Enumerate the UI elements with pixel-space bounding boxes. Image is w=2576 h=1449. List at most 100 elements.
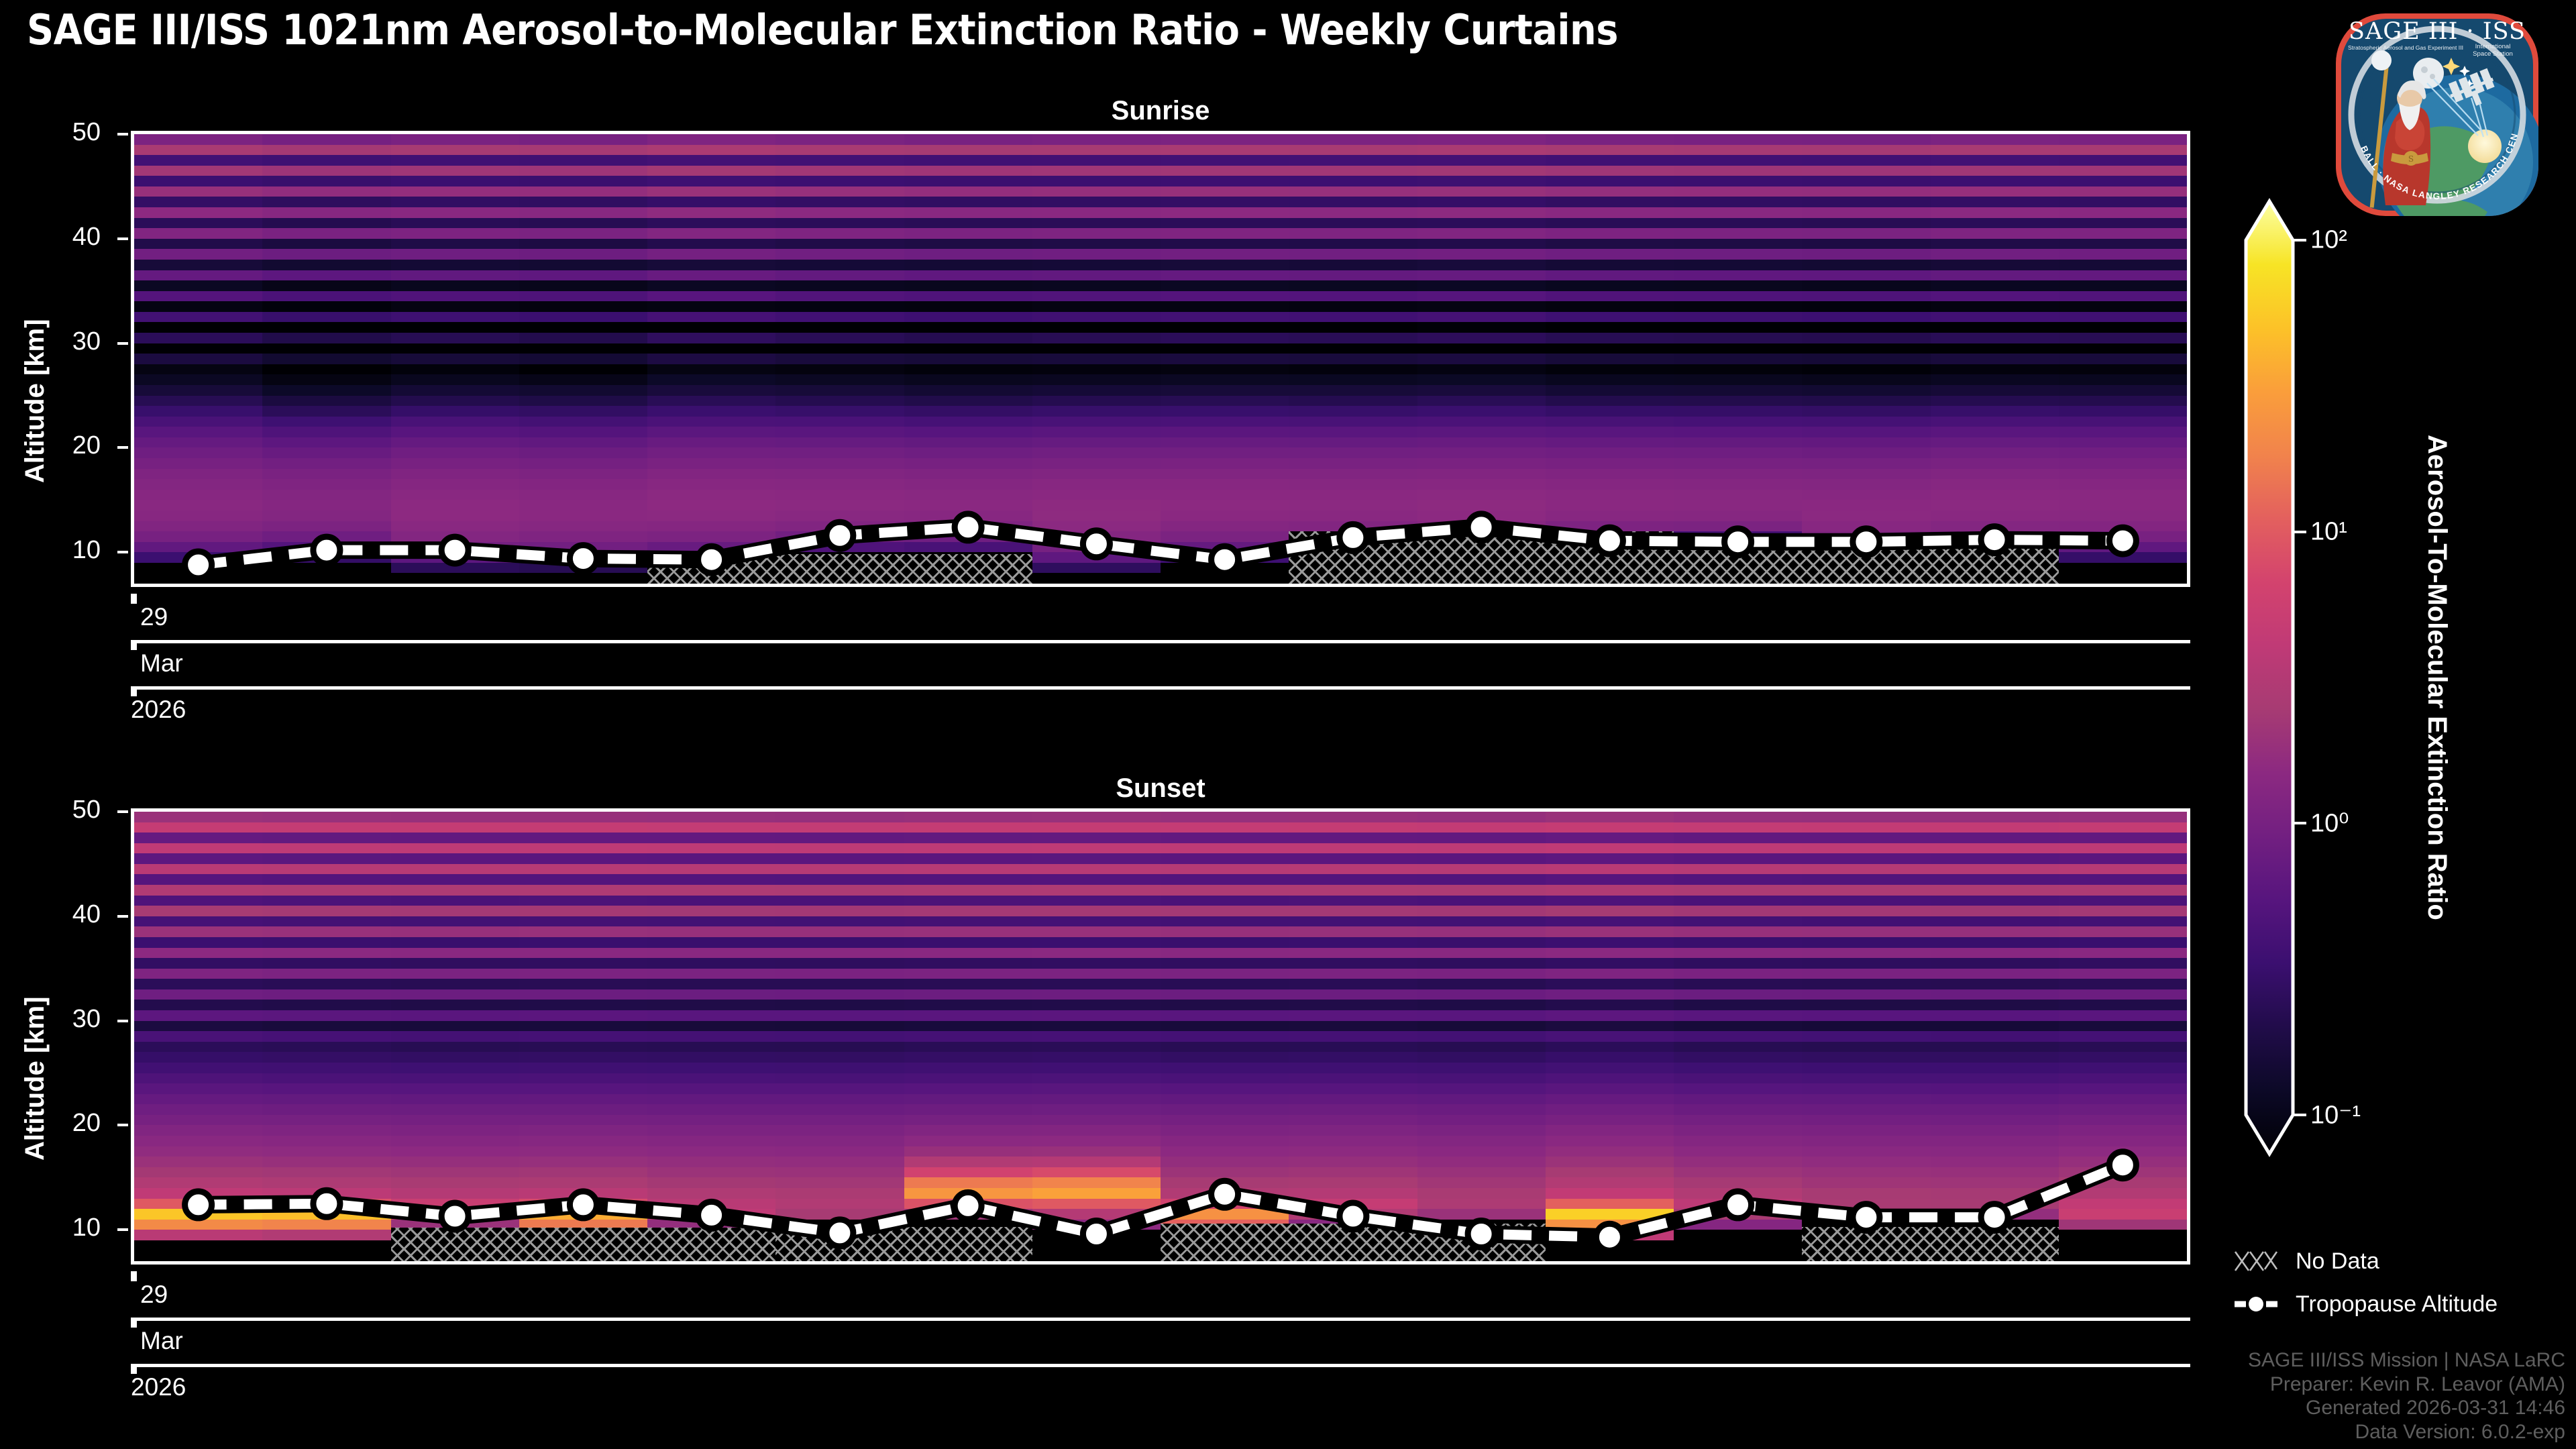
heatmap-cell	[647, 186, 776, 197]
heatmap-cell	[1674, 947, 1803, 959]
heatmap-cell	[775, 374, 904, 385]
heatmap-cell	[390, 521, 519, 532]
heatmap-cell	[1161, 916, 1289, 927]
heatmap-cell	[1032, 437, 1161, 448]
tropopause-marker	[1721, 1188, 1755, 1222]
heatmap-cell	[1161, 238, 1289, 250]
heatmap-cell	[1417, 144, 1546, 156]
heatmap-cell	[262, 1062, 391, 1073]
heatmap-cell	[1674, 406, 1803, 417]
heatmap-cell	[1545, 186, 1674, 197]
heatmap-cell	[519, 843, 647, 854]
tropopause-marker	[695, 543, 729, 576]
heatmap-cell	[775, 1167, 904, 1178]
heatmap-cell	[134, 395, 263, 407]
heatmap-cell	[390, 217, 519, 229]
tropopause-marker	[1079, 1218, 1113, 1250]
heatmap-cell	[775, 1136, 904, 1146]
heatmap-cell	[134, 1104, 263, 1115]
heatmap-cell	[1674, 134, 1803, 145]
heatmap-cell	[904, 1093, 1032, 1105]
heatmap-cell	[1545, 155, 1674, 166]
heatmap-cell	[1802, 259, 1931, 270]
heatmap-cell	[519, 812, 647, 822]
heatmap-cell	[1032, 280, 1161, 291]
heatmap-cell	[1417, 238, 1546, 250]
heatmap-cell	[1802, 822, 1931, 833]
heatmap-cell	[1930, 311, 2059, 323]
heatmap-cell	[775, 979, 904, 989]
heatmap-cell	[1032, 458, 1161, 469]
heatmap-cell	[1417, 197, 1546, 208]
heatmap-cell	[1674, 1010, 1803, 1021]
heatmap-cell	[1802, 270, 1931, 281]
y-axis-label-sunset: Altitude [km]	[20, 996, 50, 1161]
heatmap-cell	[1417, 500, 1546, 511]
heatmap-cell	[647, 947, 776, 959]
heatmap-cell	[134, 468, 263, 480]
heatmap-cell	[1802, 1157, 1931, 1167]
heatmap-cell	[390, 322, 519, 333]
heatmap-cell	[1802, 1020, 1931, 1032]
heatmap-cell	[1289, 270, 1417, 281]
heatmap-cell	[262, 979, 391, 989]
heatmap-cell	[1289, 1073, 1417, 1084]
heatmap-cell	[134, 947, 263, 959]
heatmap-cell	[1032, 1177, 1161, 1188]
heatmap-cell	[1289, 968, 1417, 979]
heatmap-cell	[1802, 812, 1931, 822]
heatmap-sunset[interactable]	[131, 808, 2190, 1265]
heatmap-cell	[647, 333, 776, 343]
colorbar-label-wrap: Aerosol-To-Molecular Extinction Ratio	[2422, 205, 2452, 1150]
heatmap-cell	[1545, 979, 1674, 989]
no-data-hatch-icon	[2234, 1248, 2278, 1275]
tropopause-line	[198, 1160, 2125, 1242]
heatmap-cell	[1417, 947, 1546, 959]
heatmap-cell	[1545, 364, 1674, 375]
tropopause-marker	[310, 1187, 343, 1220]
heatmap-cell	[2058, 489, 2187, 500]
heatmap-cell	[1802, 1010, 1931, 1021]
heatmap-cell	[519, 1114, 647, 1126]
heatmap-cell	[1032, 885, 1161, 896]
heatmap-cell	[2058, 853, 2187, 864]
heatmap-cell	[904, 301, 1032, 312]
heatmap-cell	[134, 1177, 263, 1188]
heatmap-cell	[1930, 155, 2059, 166]
heatmap-cell	[1161, 144, 1289, 156]
heatmap-cell	[134, 968, 263, 979]
heatmap-cell	[1930, 165, 2059, 176]
heatmap-cell	[390, 290, 519, 302]
heatmap-cell	[519, 1000, 647, 1011]
heatmap-cell	[2058, 322, 2187, 333]
heatmap-cell	[647, 437, 776, 448]
heatmap-cell	[1930, 144, 2059, 156]
heatmap-cell	[2058, 479, 2187, 490]
heatmap-cell	[390, 165, 519, 176]
heatmap-cell	[134, 238, 263, 250]
heatmap-cell	[134, 270, 263, 281]
heatmap-cell	[904, 968, 1032, 979]
colorbar-tick-label: 10⁰	[2310, 809, 2349, 838]
heatmap-cell	[904, 958, 1032, 969]
heatmap-cell	[1417, 489, 1546, 500]
heatmap-cell	[390, 1125, 519, 1136]
heatmap-cell	[647, 458, 776, 469]
heatmap-sunrise[interactable]	[131, 131, 2190, 587]
heatmap-cell	[647, 134, 776, 145]
heatmap-cell	[775, 364, 904, 375]
heatmap-cell	[775, 1083, 904, 1094]
colorbar[interactable]: 10⁻¹ 10⁰ 10¹ 10²	[2244, 198, 2361, 1157]
heatmap-cell	[134, 500, 263, 511]
heatmap-cell	[647, 354, 776, 364]
heatmap-cell	[647, 916, 776, 927]
heatmap-cell	[775, 1146, 904, 1157]
heatmap-cell	[519, 1219, 647, 1230]
heatmap-cell	[1674, 364, 1803, 375]
heatmap-cell	[1674, 1083, 1803, 1094]
heatmap-cell	[1802, 155, 1931, 166]
heatmap-cell	[1802, 1167, 1931, 1178]
heatmap-cell	[390, 958, 519, 969]
heatmap-cell	[904, 812, 1032, 822]
heatmap-cell	[1802, 364, 1931, 375]
